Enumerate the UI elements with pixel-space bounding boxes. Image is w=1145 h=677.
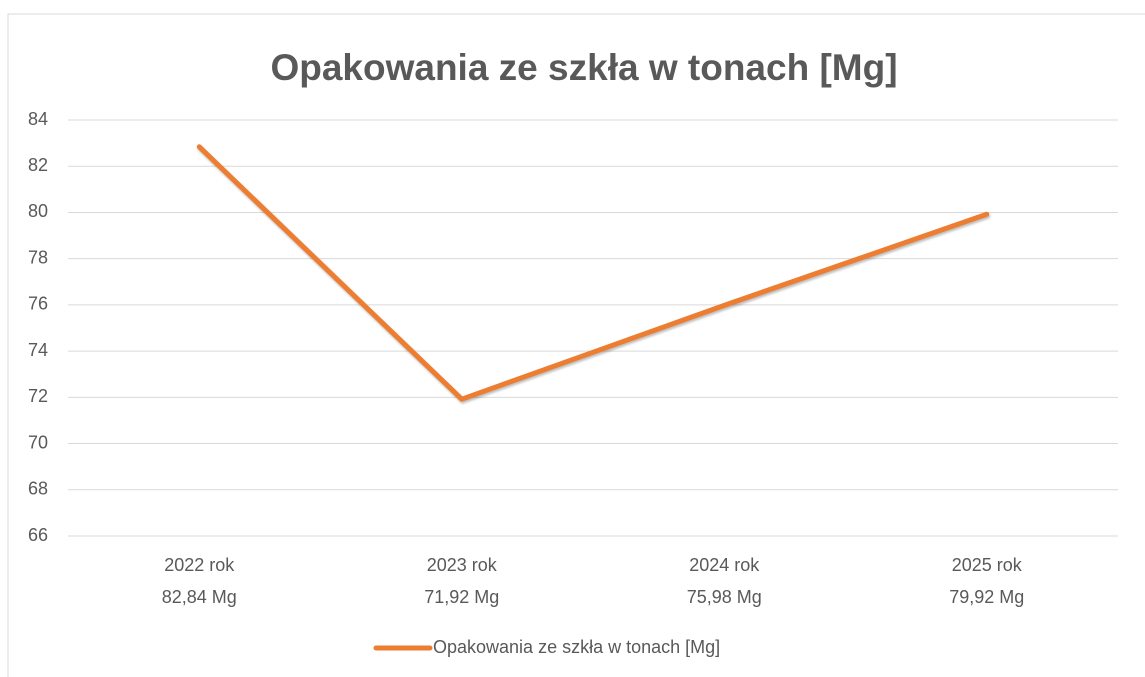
value-label: 82,84 Mg: [162, 587, 237, 607]
y-tick-label: 82: [28, 155, 48, 175]
y-tick-label: 76: [28, 294, 48, 314]
y-tick-label: 70: [28, 432, 48, 452]
data-line: [196, 144, 990, 402]
value-label: 71,92 Mg: [424, 587, 499, 607]
y-tick-label: 72: [28, 386, 48, 406]
x-tick-label: 2022 rok: [164, 555, 235, 575]
chart-frame: [7, 13, 1145, 677]
value-label: 79,92 Mg: [949, 587, 1024, 607]
y-tick-label: 80: [28, 201, 48, 221]
y-tick-label: 66: [28, 525, 48, 545]
y-tick-label: 84: [28, 109, 48, 129]
x-tick-label: 2023 rok: [427, 555, 498, 575]
x-tick-label: 2024 rok: [689, 555, 760, 575]
legend-label: Opakowania ze szkła w tonach [Mg]: [433, 637, 720, 657]
x-tick-label: 2025 rok: [952, 555, 1023, 575]
y-tick-label: 68: [28, 479, 48, 499]
y-tick-label: 78: [28, 247, 48, 267]
value-label: 75,98 Mg: [687, 587, 762, 607]
chart-title: Opakowania ze szkła w tonach [Mg]: [270, 47, 897, 88]
y-tick-label: 74: [28, 340, 48, 360]
